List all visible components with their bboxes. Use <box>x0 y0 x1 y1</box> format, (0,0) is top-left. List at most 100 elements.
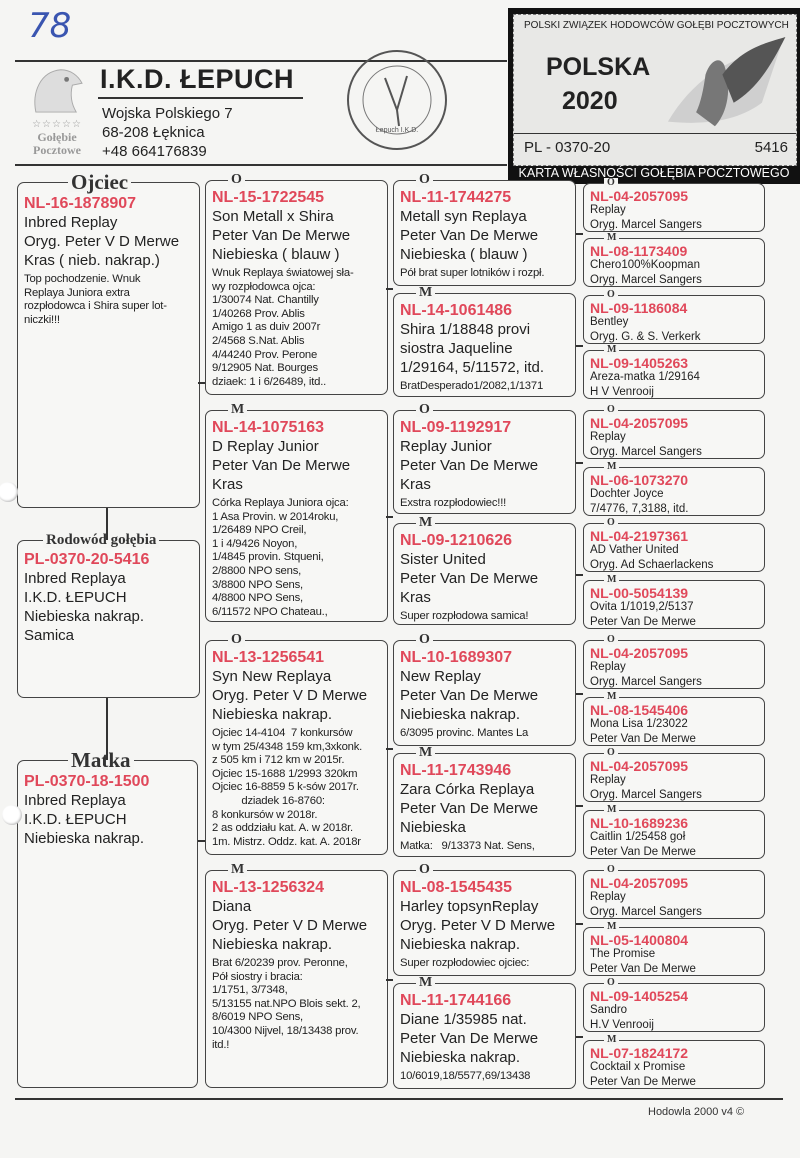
ancestor-box: O NL-04-2057095 Replay Oryg. Marcel Sangers <box>583 748 765 802</box>
connector-line <box>198 382 205 384</box>
pigeon-info-line: New Replay <box>400 668 481 685</box>
pigeon-info-line: siostra Jaqueline <box>400 340 513 357</box>
ancestor-box: O NL-04-2057095 Replay Oryg. Marcel Sangers <box>583 865 765 919</box>
pigeon-info-line: 7/4776, 7,3188, itd. <box>590 502 689 515</box>
ring-number: NL-11-1743946 <box>400 762 512 779</box>
connector-line <box>576 345 583 347</box>
ancestor-box: M NL-05-1400804 The Promise Peter Van De Me… <box>583 922 765 976</box>
ring-number: NL-09-1186084 <box>590 300 688 316</box>
pigeon-info-line: Inbred Replaya <box>24 570 126 587</box>
connector-line <box>106 698 108 760</box>
pigeon-notes: 6/3095 provinc. Mantes La <box>400 727 529 739</box>
ring-number: NL-16-1878907 <box>24 195 137 212</box>
pigeon-info-line: Replay <box>590 661 626 673</box>
pigeon-info-line: Kras ( nieb. nakrap.) <box>24 252 160 269</box>
pigeon-info-line: Ovita 1/1019,2/5137 <box>590 601 694 613</box>
connector-line <box>198 840 205 842</box>
connector-line <box>386 516 393 518</box>
punch-hole <box>0 482 18 502</box>
pigeon-notes: Wnuk Replaya światowej sła- wy rozpłodow… <box>212 267 354 388</box>
connector-line <box>386 747 393 750</box>
parent-role-label: M <box>604 692 620 702</box>
connector-line <box>576 805 583 807</box>
pigeon-notes: Super rozpłodowiec ojciec: <box>400 957 530 969</box>
connector-line <box>576 233 583 235</box>
pigeon-info-line: Bentley <box>590 316 629 328</box>
ring-number: PL-0370-20-5416 <box>24 551 150 568</box>
ring-number: NL-09-1210626 <box>400 532 513 549</box>
great-grandparent-box: M NL-14-1061486 Shira 1/18848 provi siostra… <box>393 286 576 397</box>
great-grandparent-box: M NL-11-1743946 Zara Córka Replaya Peter Va… <box>393 746 576 857</box>
breeder-address: Wojska Polskiego 7 68-208 Łęknica +48 66… <box>102 105 233 160</box>
pigeon-info-line: Caitlin 1/25458 goł <box>590 831 686 843</box>
pigeon-info-line: Son Metall x Shira <box>212 208 334 225</box>
pigeon-info-line: Peter Van De Merwe <box>590 845 696 858</box>
parent-role-label: M <box>228 863 248 877</box>
divider <box>15 164 507 166</box>
parent-role-label: M <box>416 746 436 760</box>
ring-number: NL-09-1405254 <box>590 988 689 1004</box>
pigeon-info-line: Oryg. Ad Schaerlackens <box>590 558 714 571</box>
pigeon-info-line: Replay <box>590 431 626 443</box>
pigeon-info-line: Peter Van De Merwe <box>400 227 539 244</box>
ring-number: NL-14-1075163 <box>212 419 325 436</box>
parent-role-label: M <box>604 345 620 355</box>
pigeon-info-line: Kras <box>400 476 431 493</box>
pigeon-info-line: Peter Van De Merwe <box>590 732 696 745</box>
pigeon-notes: Brat 6/20239 prov. Peronne, Pół siostry … <box>212 957 361 1051</box>
parent-role-label: M <box>604 805 620 815</box>
parent-role-label: M <box>604 575 620 585</box>
footer-divider <box>15 1098 783 1100</box>
great-grandparent-box: O NL-08-1545435 Harley topsynReplay Oryg. P… <box>393 863 576 976</box>
ring-number: NL-10-1689307 <box>400 649 513 666</box>
pigeon-info-line: Chero100%Koopman <box>590 259 700 271</box>
connector-line <box>576 1036 583 1038</box>
ancestor-box: O NL-09-1186084 Bentley Oryg. G. & S. Verke… <box>583 290 765 344</box>
ring-number: NL-09-1405263 <box>590 355 689 371</box>
pigeon-info-line: Niebieska ( blauw ) <box>400 246 528 263</box>
parent-role-label: Rodowód gołębia <box>43 532 160 548</box>
parent-role-label: O <box>604 635 618 645</box>
pigeon-info-line: Peter Van De Merwe <box>212 227 351 244</box>
pigeon-info-line: Samica <box>24 627 75 644</box>
parent-role-label: Ojciec <box>68 172 132 193</box>
ring-number: NL-14-1061486 <box>400 302 513 319</box>
grandparent-box: O NL-15-1722545 Son Metall x Shira Peter Va… <box>205 173 388 395</box>
parent-role-label: M <box>604 233 620 243</box>
pigeon-notes: 10/6019,18/5577,69/13438 <box>400 1070 531 1082</box>
breeder-stamp: Łepuch I.K.D. <box>345 48 449 152</box>
pigeon-info-line: Peter Van De Merwe <box>400 687 539 704</box>
pigeon-info-line: Replay <box>590 204 626 216</box>
pigeon-info-line: Zara Córka Replaya <box>400 781 535 798</box>
pigeon-notes: Super rozpłodowa samica! <box>400 610 529 622</box>
grandparent-box: M NL-14-1075163 D Replay Junior Peter Van D… <box>205 403 388 622</box>
ring-number: NL-15-1722545 <box>212 189 325 206</box>
pigeon-info-line: Oryg. Marcel Sangers <box>590 905 702 918</box>
ring-number: NL-07-1824172 <box>590 1045 689 1061</box>
ring-number: NL-08-1545435 <box>400 879 513 896</box>
title-underline <box>98 97 303 99</box>
pigeon-info-line: Areza-matka 1/29164 <box>590 371 700 383</box>
pigeon-info-line: Oryg. G. & S. Verkerk <box>590 330 701 343</box>
pigeon-info-line: Oryg. Peter V D Merwe <box>24 233 180 250</box>
ancestor-box: M NL-10-1689236 Caitlin 1/25458 goł Peter V… <box>583 805 765 859</box>
pigeon-info-line: Oryg. Marcel Sangers <box>590 445 702 458</box>
ring-number: NL-04-2057095 <box>590 645 689 661</box>
pigeon-info-line: Peter Van De Merwe <box>590 615 696 628</box>
ring-number: PL-0370-18-1500 <box>24 773 150 790</box>
parent-role-label: M <box>416 286 436 300</box>
pigeon-info-line: Harley topsynReplay <box>400 898 539 915</box>
pigeon-info-line: Sister United <box>400 551 486 568</box>
ring-number: NL-04-2057095 <box>590 758 689 774</box>
stamp-icon: Łepuch I.K.D. <box>347 50 447 150</box>
pigeon-info-line: Metall syn Replaya <box>400 208 527 225</box>
ring-number: NL-06-1073270 <box>590 472 689 488</box>
ring-number: NL-04-2057095 <box>590 875 689 891</box>
ancestor-box: O NL-04-2057095 Replay Oryg. Marcel Sangers <box>583 635 765 689</box>
pigeon-info-line: The Promise <box>590 948 656 960</box>
connector-line <box>386 287 393 290</box>
grandparent-box: M NL-13-1256324 Diana Oryg. Peter V D Merwe… <box>205 863 388 1088</box>
pigeon-info-line: Niebieska <box>400 819 466 836</box>
parent-role-label: O <box>416 863 433 877</box>
